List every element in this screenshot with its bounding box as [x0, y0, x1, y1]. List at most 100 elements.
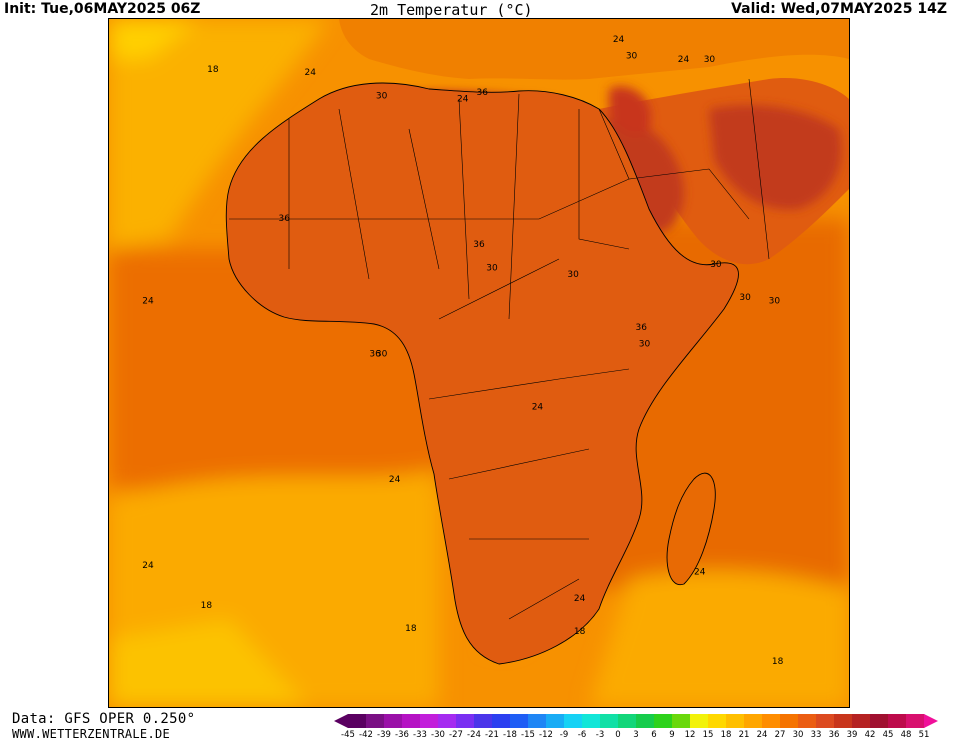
legend-swatch [762, 714, 781, 728]
legend-swatch [600, 714, 619, 728]
legend-right-arrow [924, 714, 938, 728]
legend-swatch [834, 714, 853, 728]
legend-tick-label: -27 [449, 730, 463, 740]
legend-swatch [636, 714, 655, 728]
legend-tick-label: 24 [756, 730, 768, 740]
country-borders [229, 78, 770, 620]
legend-swatch [348, 714, 367, 728]
legend-swatch [744, 714, 763, 728]
legend-tick-label: 18 [720, 730, 732, 740]
legend-swatch [402, 714, 421, 728]
legend-swatch [474, 714, 493, 728]
legend-tick-label: 45 [882, 730, 894, 740]
contour-label: 24 [142, 561, 154, 571]
legend-swatch [780, 714, 799, 728]
legend-tick-label: 9 [669, 730, 675, 740]
legend-tick-label: 6 [651, 730, 657, 740]
legend-tick-label: -39 [377, 730, 391, 740]
contour-label: 30 [639, 339, 651, 349]
madagascar-coastline [666, 472, 716, 586]
contour-label: 30 [739, 293, 751, 303]
contour-label: 18 [207, 65, 219, 75]
contour-label: 36 [473, 240, 485, 250]
contour-label: 18 [574, 627, 586, 637]
legend-swatch [438, 714, 457, 728]
legend-tick-label: 0 [615, 730, 621, 740]
legend-tick-label: 36 [828, 730, 840, 740]
legend-tick-label: -45 [341, 730, 355, 740]
legend-tick-label: -36 [395, 730, 409, 740]
north-atlantic-cold-corner [109, 19, 199, 59]
legend-swatch [816, 714, 835, 728]
madagascar-land [667, 473, 716, 585]
contour-label: 30 [567, 270, 579, 280]
contour-label: 30 [710, 260, 722, 270]
legend-tick-label: 33 [810, 730, 822, 740]
south-indian-cool [589, 570, 849, 707]
contour-label: 24 [305, 68, 317, 78]
legend-swatch [726, 714, 745, 728]
legend-tick-label: -15 [521, 730, 535, 740]
legend-swatch [366, 714, 385, 728]
contour-label: 30 [704, 55, 716, 65]
arabia-hot [709, 105, 842, 210]
legend-tick-label: 48 [900, 730, 912, 740]
legend-tick-label: 3 [633, 730, 639, 740]
legend-swatch [510, 714, 529, 728]
contour-label: 24 [574, 594, 586, 604]
legend-swatch [852, 714, 871, 728]
legend-swatch [870, 714, 889, 728]
contour-label: 36 [369, 349, 381, 359]
far-south-mild [109, 619, 309, 707]
contour-label: 30 [376, 91, 388, 101]
contour-label: 24 [694, 568, 706, 578]
legend-swatch [456, 714, 475, 728]
legend-tick-label: -6 [577, 730, 587, 740]
contour-label: 36 [477, 88, 489, 98]
legend-tick-labels: -45 -42 -39 -36 -33 -30 -27 -24 -21 -18 -15 -12 -9 -6… [340, 730, 952, 742]
legend-swatch [798, 714, 817, 728]
website-label: WWW.WETTERZENTRALE.DE [12, 727, 171, 741]
legend-tick-label: 51 [918, 730, 930, 740]
contour-label: 24 [142, 296, 154, 306]
legend-tick-label: -3 [595, 730, 605, 740]
legend-swatch [384, 714, 403, 728]
contour-label: 30 [486, 263, 498, 273]
legend-tick-label: -12 [539, 730, 553, 740]
legend-swatch [708, 714, 727, 728]
legend-tick-label: -24 [467, 730, 481, 740]
legend-swatch [672, 714, 691, 728]
temperature-legend [334, 712, 958, 734]
legend-tick-label: -42 [359, 730, 373, 740]
levant-hot [609, 86, 651, 136]
chart-title: 2m Temperatur (°C) [370, 1, 533, 19]
data-source-label: Data: GFS OPER 0.250° [12, 711, 196, 727]
contour-label: 24 [532, 402, 544, 412]
contour-label: 18 [201, 601, 213, 611]
legend-tick-label: -30 [431, 730, 445, 740]
legend-swatch [492, 714, 511, 728]
init-time-label: Init: Tue,06MAY2025 06Z [4, 1, 201, 17]
legend-tick-label: 42 [864, 730, 876, 740]
north-atlantic-cool [109, 19, 329, 249]
legend-tick-label: 12 [684, 730, 696, 740]
legend-swatch [564, 714, 583, 728]
legend-tick-label: -18 [503, 730, 517, 740]
contour-label: 36 [636, 323, 648, 333]
contour-label: 36 [279, 214, 291, 224]
contour-label: 18 [405, 624, 417, 634]
legend-swatch [690, 714, 709, 728]
contour-label: 24 [678, 55, 690, 65]
contour-label: 24 [389, 475, 401, 485]
temperature-map: 18 24 30 24 36 24 30 24 30 36 24 36 30 30 30 30 30 36 30 36… [108, 18, 850, 708]
legend-swatch [582, 714, 601, 728]
legend-tick-label: 39 [846, 730, 858, 740]
legend-tick-label: -33 [413, 730, 427, 740]
legend-tick-label: 21 [738, 730, 750, 740]
legend-swatch [546, 714, 565, 728]
contour-label: 30 [626, 52, 638, 62]
legend-swatch [888, 714, 907, 728]
contour-label: 30 [376, 349, 388, 359]
